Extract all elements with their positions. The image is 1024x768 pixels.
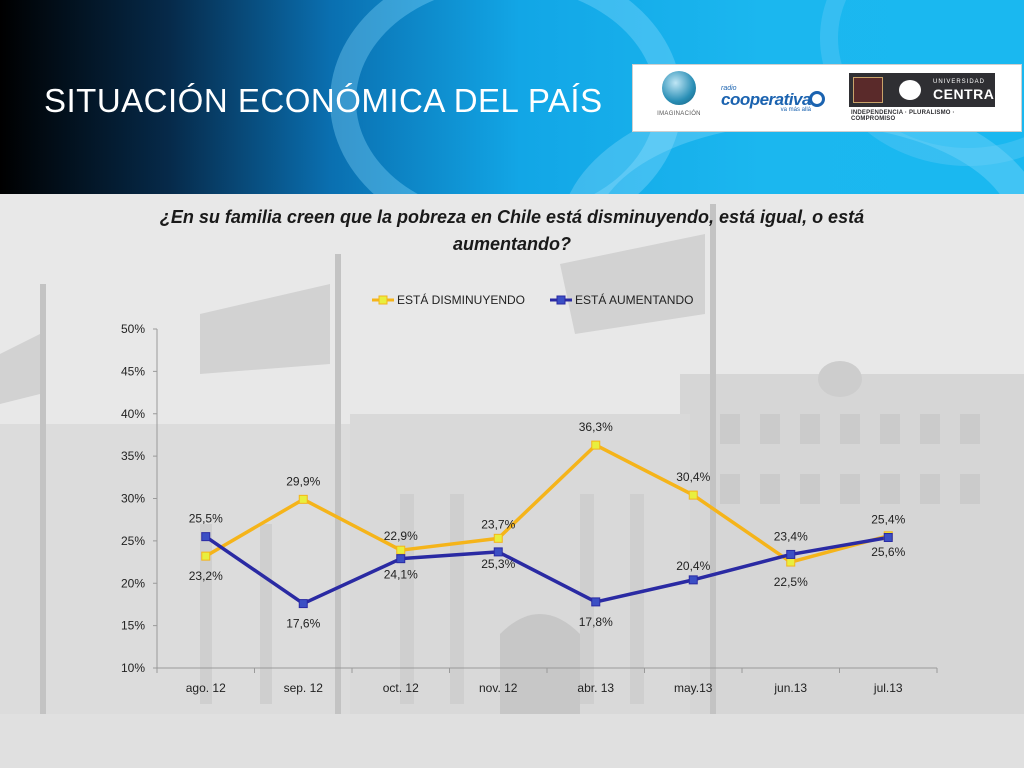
series-line-0 <box>204 443 889 564</box>
cooperativa-logo-tag: va más allá <box>780 107 811 113</box>
y-tick-label: 40% <box>121 407 145 421</box>
survey-question: ¿En su familia creen que la pobreza en C… <box>159 207 865 254</box>
data-label: 30,4% <box>676 470 710 484</box>
legend-label: ESTÁ AUMENTANDO <box>575 292 693 307</box>
series-marker-0 <box>298 494 308 504</box>
universidad-logo-band: UNIVERSIDAD CENTRAL <box>849 73 1003 107</box>
legend-marker <box>378 295 388 305</box>
data-label: 23,4% <box>774 529 808 543</box>
universidad-logo-motto: INDEPENDENCIA · PLURALISMO · COMPROMISO <box>851 110 955 122</box>
imaginacion-logo-text: IMAGINACIÓN <box>657 111 701 117</box>
data-label: 24,1% <box>384 568 418 582</box>
chart-axes: 10% 15% 20% 25% 30% 35% 40% 45% 50% ago. 12 sep. 1… <box>121 322 938 695</box>
data-label: 25,6% <box>871 545 905 559</box>
y-tick-label: 25% <box>121 534 145 548</box>
data-label: 20,4% <box>676 559 710 573</box>
x-tick-label: nov. 12 <box>479 681 518 695</box>
x-tick-label: jul.13 <box>873 681 903 695</box>
circle-icon <box>899 80 921 100</box>
series-marker-0 <box>688 490 698 500</box>
cooperativa-logo: radio cooperativa va más allá <box>721 85 825 115</box>
series-marker-1 <box>883 532 893 542</box>
x-tick-label: oct. 12 <box>383 681 419 695</box>
data-label: 23,7% <box>481 517 515 531</box>
data-label: 17,6% <box>286 617 320 631</box>
page-title: SITUACIÓN ECONÓMICA DEL PAÍS <box>44 82 603 119</box>
data-label: 23,2% <box>189 569 223 583</box>
y-tick-label: 50% <box>121 322 145 336</box>
series-marker-1 <box>591 597 601 607</box>
chart-series <box>201 440 893 609</box>
x-tick-label: sep. 12 <box>284 681 324 695</box>
data-label: 17,8% <box>579 615 613 629</box>
cooperativa-logo-name: cooperativa <box>721 90 811 109</box>
series-marker-0 <box>201 551 211 561</box>
series-marker-1 <box>493 547 503 557</box>
crest-icon <box>853 77 883 103</box>
data-label: 25,4% <box>871 512 905 526</box>
series-marker-0 <box>493 533 503 543</box>
logos-panel: IMAGINACIÓN radio cooperativa va más all… <box>632 64 1022 132</box>
globe-icon <box>662 71 696 105</box>
data-label: 29,9% <box>286 474 320 488</box>
background-photo <box>0 194 1024 768</box>
x-tick-label: ago. 12 <box>186 681 226 695</box>
chart-data-labels: 23,2% 29,9% 22,9% 23,7% 36,3% 30,4% 22,5% 25,6%… <box>189 420 906 630</box>
universidad-logo-top: UNIVERSIDAD <box>933 79 986 85</box>
x-tick-label: jun.13 <box>773 681 807 695</box>
y-tick-label: 15% <box>121 619 145 633</box>
series-marker-1 <box>786 549 796 559</box>
chart-legend: ESTÁ DISMINUYENDO ESTÁ AUMENTANDO <box>372 292 693 307</box>
y-tick-label: 30% <box>121 492 145 506</box>
data-label: 25,3% <box>481 557 515 571</box>
universidad-logo-name: CENTRAL <box>933 86 1004 102</box>
legend-marker <box>556 295 566 305</box>
imaginacion-logo: IMAGINACIÓN <box>651 71 707 127</box>
header-banner: SITUACIÓN ECONÓMICA DEL PAÍS IMAGINACIÓN… <box>0 0 1024 194</box>
cooperativa-logo-small: radio <box>721 85 737 92</box>
data-label: 36,3% <box>579 420 613 434</box>
x-tick-label: may.13 <box>674 681 713 695</box>
y-tick-label: 10% <box>121 661 145 675</box>
series-marker-0 <box>396 545 406 555</box>
series-marker-1 <box>298 599 308 609</box>
legend-label: ESTÁ DISMINUYENDO <box>397 292 525 307</box>
data-label: 22,9% <box>384 529 418 543</box>
series-marker-0 <box>786 557 796 567</box>
data-label: 25,5% <box>189 512 223 526</box>
x-tick-label: abr. 13 <box>577 681 614 695</box>
universidad-central-logo: UNIVERSIDAD CENTRAL INDEPENDENCIA · PLUR… <box>849 73 1003 123</box>
series-marker-0 <box>591 440 601 450</box>
y-tick-label: 35% <box>121 449 145 463</box>
y-tick-label: 45% <box>121 364 145 378</box>
series-marker-1 <box>396 554 406 564</box>
series-line-1 <box>204 535 889 606</box>
data-label: 22,5% <box>774 575 808 589</box>
series-marker-1 <box>688 575 698 585</box>
ring-icon <box>809 91 825 107</box>
series-marker-1 <box>201 532 211 542</box>
y-tick-label: 20% <box>121 576 145 590</box>
